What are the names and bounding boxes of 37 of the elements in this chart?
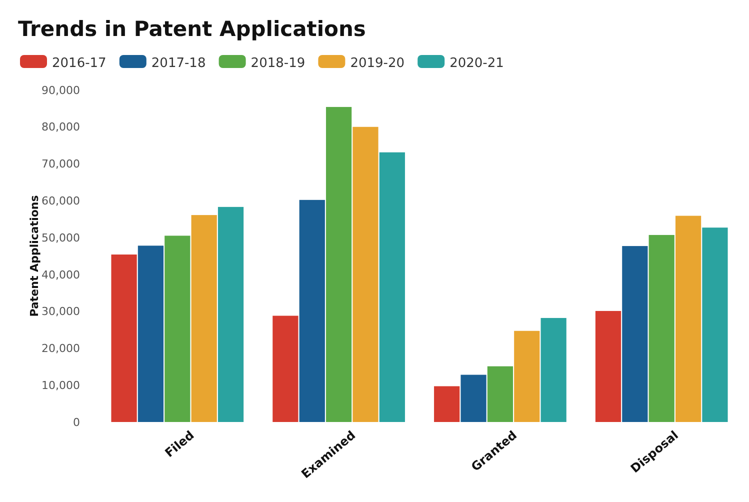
legend-label: 2018-19 — [250, 56, 306, 71]
y-tick-label: 10,000 — [42, 378, 80, 392]
bar — [272, 316, 298, 422]
bar — [622, 246, 648, 422]
bar — [540, 318, 566, 422]
y-tick-label: 70,000 — [42, 158, 80, 171]
y-tick-label: 90,000 — [42, 84, 80, 97]
chart-title: Trends in Patent Applications — [18, 17, 366, 41]
y-tick-label: 20,000 — [42, 342, 80, 356]
y-tick-label: 50,000 — [42, 231, 80, 244]
y-tick-label: 40,000 — [42, 268, 80, 282]
bar — [379, 152, 405, 422]
bar — [138, 246, 164, 422]
y-axis-title: Patent Applications — [28, 194, 41, 317]
legend-label: 2019-20 — [350, 56, 405, 71]
y-tick-label: 60,000 — [42, 194, 80, 208]
bar — [111, 254, 137, 422]
bar — [648, 234, 674, 422]
bar — [702, 228, 728, 422]
legend-label: 2020-21 — [450, 56, 504, 71]
bar — [595, 310, 622, 422]
bar — [326, 106, 352, 422]
bar — [191, 215, 217, 422]
bar — [487, 366, 514, 422]
bar — [514, 330, 540, 422]
bar — [299, 200, 325, 422]
bar — [675, 216, 702, 422]
bar — [218, 206, 244, 422]
y-tick-label: 80,000 — [42, 120, 80, 134]
bar — [460, 374, 486, 422]
y-tick-label: 30,000 — [42, 305, 80, 318]
y-tick-label: 0 — [73, 416, 80, 429]
bar — [434, 386, 460, 422]
bar — [164, 236, 190, 422]
bar — [352, 126, 378, 422]
legend-label: 2017-18 — [151, 56, 206, 71]
legend-label: 2016-17 — [52, 56, 106, 71]
